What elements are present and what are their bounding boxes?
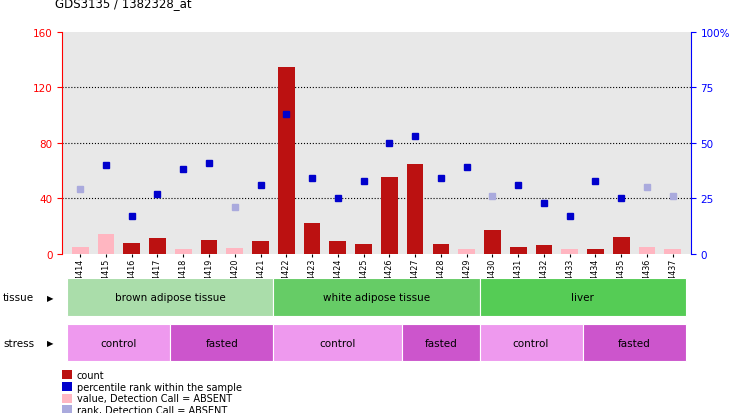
Bar: [433, 244, 450, 254]
Text: control: control: [101, 338, 137, 348]
Bar: [227, 249, 243, 254]
Text: fasted: fasted: [425, 338, 458, 348]
Text: count: count: [77, 370, 105, 380]
Bar: [381, 178, 398, 254]
Bar: [587, 250, 604, 254]
Bar: [639, 247, 656, 254]
Text: tissue: tissue: [3, 292, 34, 302]
Bar: [458, 250, 475, 254]
Text: value, Detection Call = ABSENT: value, Detection Call = ABSENT: [77, 393, 232, 403]
Text: GDS3135 / 1382328_at: GDS3135 / 1382328_at: [55, 0, 192, 10]
Bar: [330, 242, 346, 254]
Text: fasted: fasted: [205, 338, 238, 348]
Text: fasted: fasted: [618, 338, 651, 348]
Bar: [510, 247, 526, 254]
Text: ▶: ▶: [47, 338, 53, 347]
Text: control: control: [513, 338, 549, 348]
Bar: [72, 247, 88, 254]
Bar: [97, 235, 114, 254]
Text: white adipose tissue: white adipose tissue: [323, 292, 430, 302]
Bar: [484, 230, 501, 254]
Bar: [664, 250, 681, 254]
Bar: [278, 68, 295, 254]
Text: liver: liver: [571, 292, 594, 302]
Bar: [561, 250, 578, 254]
Bar: [200, 240, 217, 254]
Text: rank, Detection Call = ABSENT: rank, Detection Call = ABSENT: [77, 405, 227, 413]
Text: stress: stress: [3, 338, 34, 348]
Bar: [406, 164, 423, 254]
Text: control: control: [319, 338, 356, 348]
Bar: [355, 244, 372, 254]
Bar: [175, 250, 192, 254]
Text: percentile rank within the sample: percentile rank within the sample: [77, 382, 242, 392]
Bar: [613, 237, 629, 254]
Bar: [124, 243, 140, 254]
Bar: [536, 246, 553, 254]
Text: ▶: ▶: [47, 293, 53, 302]
Bar: [252, 242, 269, 254]
Bar: [303, 223, 320, 254]
Bar: [149, 239, 166, 254]
Text: brown adipose tissue: brown adipose tissue: [115, 292, 226, 302]
